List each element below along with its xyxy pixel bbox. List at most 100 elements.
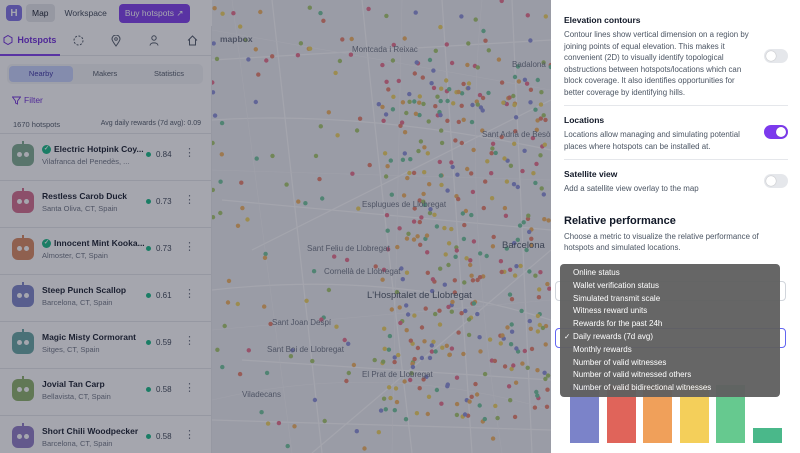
hotspot-marker[interactable] — [417, 386, 422, 391]
hotspot-marker[interactable] — [340, 37, 345, 42]
hotspot-marker[interactable] — [262, 304, 267, 309]
hotspot-marker[interactable] — [394, 289, 400, 295]
hotspot-marker[interactable] — [449, 160, 454, 165]
hotspot-marker[interactable] — [431, 68, 436, 73]
hotspot-marker[interactable] — [477, 335, 482, 340]
hotspot-marker[interactable] — [535, 329, 541, 334]
hotspot-marker[interactable] — [391, 94, 396, 100]
hotspot-marker[interactable] — [383, 112, 389, 117]
hotspot-marker[interactable] — [432, 212, 437, 217]
hotspot-marker[interactable] — [509, 297, 515, 302]
hotspot-marker[interactable] — [446, 241, 452, 246]
hotspot-marker[interactable] — [383, 174, 389, 179]
hotspot-marker[interactable] — [419, 355, 425, 361]
hotspot-marker[interactable] — [535, 368, 540, 373]
hotspot-marker[interactable] — [438, 98, 443, 104]
hotspot-marker[interactable] — [412, 99, 417, 104]
hotspot-marker[interactable] — [396, 352, 401, 358]
hotspot-marker[interactable] — [493, 403, 498, 409]
hotspot-marker[interactable] — [499, 80, 505, 85]
hotspot-marker[interactable] — [380, 104, 385, 110]
hotspot-row[interactable]: ✓ Innocent Mint Kooka... Almoster, CT, Spa… — [0, 227, 211, 274]
hotspot-marker[interactable] — [466, 317, 472, 322]
hotspot-marker[interactable] — [546, 218, 551, 223]
hotspot-marker[interactable] — [489, 171, 494, 176]
hotspot-marker[interactable] — [474, 392, 480, 397]
hotspot-row[interactable]: Jovial Tan Carp Bellavista, CT, Spain 0.58… — [0, 368, 211, 415]
subtab-nearby[interactable]: Nearby — [9, 66, 73, 82]
hotspot-marker[interactable] — [407, 170, 412, 176]
hotspot-marker[interactable] — [491, 234, 496, 240]
hotspot-marker[interactable] — [534, 389, 539, 395]
hotspot-marker[interactable] — [385, 247, 391, 252]
hotspot-marker[interactable] — [429, 349, 435, 354]
hotspot-marker[interactable] — [489, 151, 494, 156]
hotspot-marker[interactable] — [398, 320, 403, 326]
hotspot-marker[interactable] — [433, 104, 438, 109]
hotspot-marker[interactable] — [487, 337, 493, 342]
hotspot-marker[interactable] — [410, 364, 416, 370]
hotspot-marker[interactable] — [469, 212, 474, 218]
hotspot-marker[interactable] — [392, 355, 397, 360]
hotspot-marker[interactable] — [417, 198, 422, 203]
hotspot-marker[interactable] — [469, 119, 475, 125]
hotspot-marker[interactable] — [212, 113, 218, 118]
tab-home[interactable] — [173, 26, 211, 56]
hotspot-marker[interactable] — [356, 206, 361, 211]
hotspot-marker[interactable] — [226, 278, 232, 284]
hotspot-marker[interactable] — [392, 408, 397, 413]
hotspot-marker[interactable] — [418, 242, 423, 247]
hotspot-marker[interactable] — [418, 139, 424, 144]
hotspot-marker[interactable] — [520, 361, 525, 366]
hotspot-marker[interactable] — [492, 358, 498, 364]
hotspot-marker[interactable] — [484, 253, 489, 259]
hotspot-marker[interactable] — [483, 38, 488, 43]
hotspot-marker[interactable] — [405, 175, 410, 181]
hotspot-marker[interactable] — [214, 56, 220, 62]
hotspot-marker[interactable] — [508, 267, 513, 272]
hotspot-marker[interactable] — [437, 322, 443, 327]
locations-toggle[interactable] — [764, 125, 788, 139]
hotspot-marker[interactable] — [265, 421, 271, 426]
hotspot-marker[interactable] — [276, 420, 282, 426]
hotspot-marker[interactable] — [505, 325, 510, 330]
hotspot-row[interactable]: ✓ Electric Hotpink Coy... Vilafranca del P… — [0, 133, 211, 180]
hotspot-marker[interactable] — [212, 6, 217, 11]
hotspot-marker[interactable] — [522, 148, 527, 153]
hotspot-marker[interactable] — [285, 443, 290, 449]
hotspot-marker[interactable] — [516, 79, 522, 84]
more-options-icon[interactable]: ⋮ — [184, 335, 195, 347]
hotspot-marker[interactable] — [367, 162, 372, 168]
hotspot-marker[interactable] — [427, 355, 433, 361]
hotspot-marker[interactable] — [420, 75, 425, 80]
hotspot-marker[interactable] — [382, 151, 388, 156]
hotspot-marker[interactable] — [504, 179, 510, 184]
hotspot-marker[interactable] — [423, 306, 428, 311]
hotspot-marker[interactable] — [387, 333, 393, 339]
hotspot-marker[interactable] — [502, 156, 507, 161]
hotspot-marker[interactable] — [512, 102, 517, 108]
hotspot-marker[interactable] — [382, 326, 387, 331]
hotspot-marker[interactable] — [453, 138, 458, 143]
hotspot-marker[interactable] — [508, 163, 514, 168]
hotspot-marker[interactable] — [443, 252, 448, 257]
hotspot-marker[interactable] — [498, 259, 504, 264]
hotspot-marker[interactable] — [408, 338, 413, 343]
hotspot-marker[interactable] — [393, 386, 399, 391]
hotspot-marker[interactable] — [333, 70, 338, 76]
hotspot-marker[interactable] — [460, 211, 465, 216]
hotspot-marker[interactable] — [415, 234, 420, 239]
hotspot-marker[interactable] — [344, 378, 349, 384]
hotspot-marker[interactable] — [478, 251, 483, 256]
hotspot-marker[interactable] — [547, 286, 551, 291]
hotspot-marker[interactable] — [544, 404, 550, 409]
hotspot-marker[interactable] — [459, 140, 464, 146]
hotspot-marker[interactable] — [354, 128, 360, 133]
hotspot-marker[interactable] — [469, 394, 474, 399]
hotspot-marker[interactable] — [332, 254, 337, 259]
hotspot-marker[interactable] — [485, 159, 490, 164]
hotspot-marker[interactable] — [253, 99, 258, 105]
hotspot-marker[interactable] — [489, 196, 495, 201]
hotspot-marker[interactable] — [534, 127, 539, 132]
hotspot-marker[interactable] — [513, 380, 519, 385]
